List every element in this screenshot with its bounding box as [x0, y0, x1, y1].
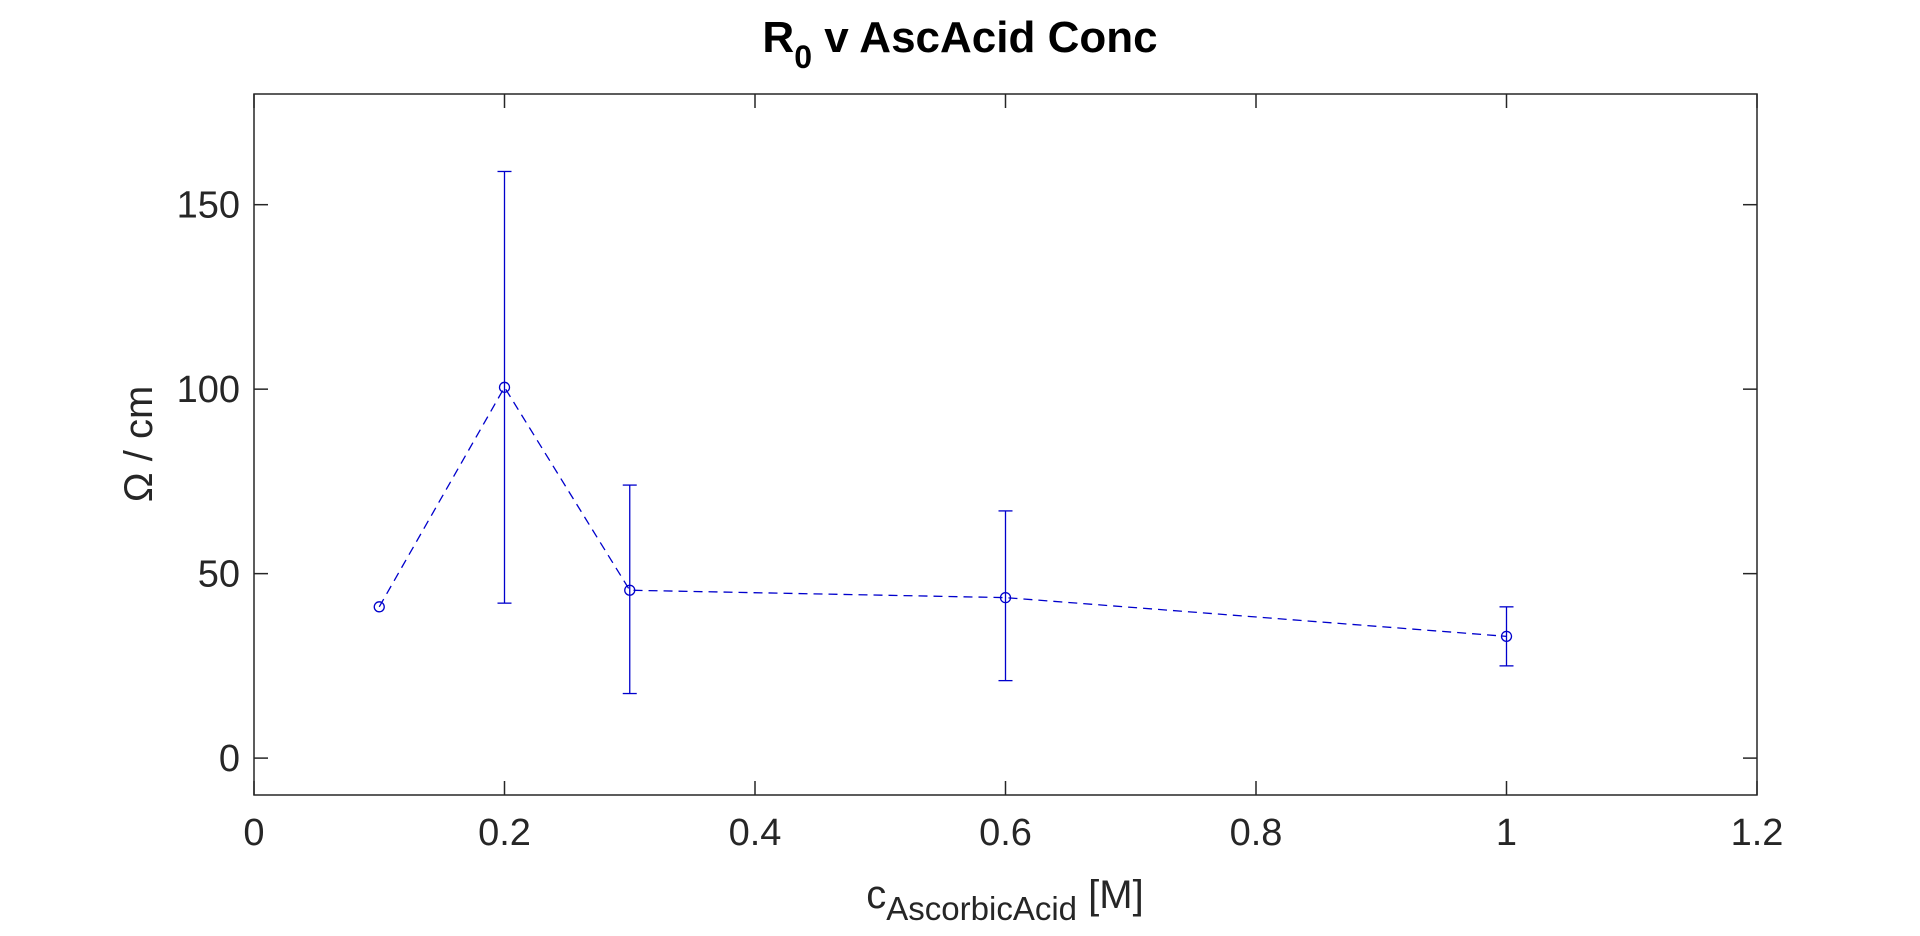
- chart-title-main: R: [762, 13, 794, 62]
- x-tick-label: 1.2: [1731, 812, 1784, 854]
- y-tick-label: 100: [177, 369, 240, 411]
- x-axis-label-rest: [M]: [1077, 873, 1144, 917]
- chart-title-subscript: 0: [794, 39, 812, 75]
- data-point: [999, 591, 1012, 604]
- chart-title-rest: v AscAcid Conc: [812, 13, 1158, 62]
- data-point: [498, 381, 511, 393]
- data-point: [373, 601, 385, 613]
- x-axis-label-subscript: AscorbicAcid: [886, 890, 1077, 927]
- y-tick-label: 150: [177, 185, 240, 227]
- y-tick-label: 50: [198, 554, 240, 596]
- x-tick-label: 0.4: [729, 812, 782, 854]
- plot-area-frame: [253, 93, 1758, 796]
- x-tick-label: 0: [243, 812, 264, 854]
- x-tick-label: 1: [1496, 812, 1517, 854]
- y-tick-label: 0: [219, 738, 240, 780]
- series-line: [378, 386, 1507, 638]
- data-point: [1500, 630, 1513, 643]
- data-point: [624, 584, 636, 596]
- x-tick-label: 0.6: [979, 812, 1032, 854]
- x-tick-label: 0.8: [1230, 812, 1283, 854]
- x-axis-ticks: 0 0.2 0.4 0.6 0.8 1 1.2: [243, 94, 1783, 854]
- x-axis-label-main: c: [866, 873, 886, 917]
- y-axis-ticks: 0 50 100 150: [177, 185, 1757, 780]
- x-axis-label: cAscorbicAcid [M]: [866, 873, 1143, 927]
- y-axis-label: Ω / cm: [117, 386, 161, 503]
- series-layer: [373, 170, 1514, 695]
- chart-title: R0 v AscAcid Conc: [762, 13, 1157, 75]
- x-tick-label: 0.2: [478, 812, 531, 854]
